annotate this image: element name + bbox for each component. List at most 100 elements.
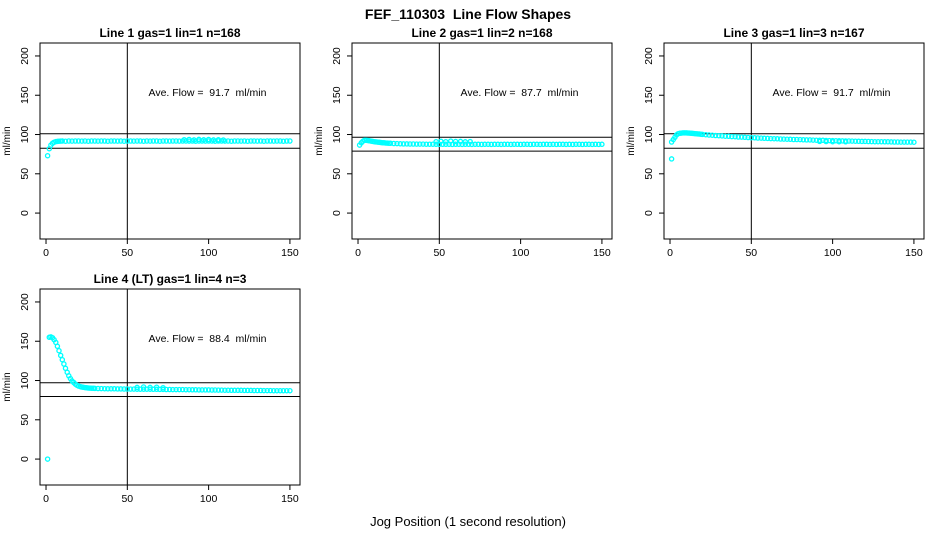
data-point	[807, 137, 813, 143]
data-point	[267, 387, 274, 394]
data-point	[550, 141, 556, 148]
y-axis-tick-label: 100	[643, 126, 655, 144]
data-point	[668, 156, 675, 162]
data-point	[280, 387, 287, 394]
data-point	[586, 141, 592, 148]
panel-title-line-3: Line 3 gas=1 lin=3 n=167	[723, 26, 865, 40]
x-axis-label: Jog Position (1 second resolution)	[370, 514, 566, 529]
data-point	[251, 387, 257, 394]
x-axis-tick-label: 0	[43, 247, 49, 259]
data-point	[400, 141, 407, 147]
data-point	[220, 137, 227, 143]
plot-box	[39, 42, 301, 240]
data-point	[264, 138, 270, 144]
data-point	[274, 138, 280, 144]
data-point	[111, 386, 118, 392]
data-point	[153, 384, 160, 390]
data-point	[44, 152, 51, 159]
data-point	[98, 385, 105, 392]
data-point	[69, 138, 75, 144]
data-point	[191, 137, 197, 143]
data-point	[748, 134, 755, 141]
data-point	[703, 131, 709, 138]
data-point	[183, 386, 189, 393]
plot-box	[663, 42, 925, 240]
panel-line-2: 0 50 100 150 0 50 100 150 200 ml/min Line 2 gas=1…	[312, 25, 624, 271]
data-point	[589, 141, 595, 148]
data-point	[836, 138, 842, 145]
panel-line-1: 0 50 100 150 0 50 100 150 200 ml/min Line 1 gas=1…	[0, 25, 312, 271]
data-point	[140, 384, 147, 390]
data-point	[160, 384, 166, 391]
data-point	[140, 386, 147, 392]
figure-title: FEF_110303 Line Flow Shapes	[364, 6, 572, 22]
data-point	[235, 138, 241, 144]
x-axis-tick-label: 100	[200, 247, 218, 259]
data-point	[176, 386, 183, 393]
data-point	[560, 141, 566, 148]
data-point	[147, 384, 153, 391]
data-point	[898, 139, 904, 145]
data-point	[846, 138, 852, 144]
data-point	[404, 141, 410, 147]
data-point	[543, 141, 550, 148]
data-point	[875, 138, 881, 145]
data-point	[88, 138, 95, 144]
data-point	[228, 387, 235, 394]
data-point	[264, 387, 270, 394]
data-point	[478, 141, 485, 148]
data-point	[92, 385, 98, 392]
data-point	[865, 138, 872, 145]
data-point	[186, 386, 192, 393]
data-point	[849, 138, 855, 144]
data-point	[44, 456, 51, 462]
y-axis-tick-label: 200	[19, 293, 31, 311]
data-point	[709, 132, 716, 138]
data-point	[758, 135, 764, 141]
data-point	[511, 141, 517, 148]
data-point	[105, 138, 111, 144]
data-point	[524, 141, 530, 148]
data-point	[855, 138, 862, 145]
data-point	[816, 138, 823, 145]
x-axis-tick-label: 150	[905, 247, 923, 259]
data-point	[121, 386, 127, 392]
data-point	[54, 343, 61, 350]
data-point	[566, 141, 573, 148]
data-point	[839, 138, 846, 144]
y-axis-tick-label: 150	[19, 332, 31, 350]
data-point	[277, 138, 283, 144]
data-point	[280, 138, 287, 144]
data-point	[498, 141, 504, 148]
data-point	[270, 138, 277, 144]
data-point	[556, 141, 563, 148]
ave-flow-annotation-line-4: Ave. Flow = 88.4 ml/min	[148, 333, 267, 345]
data-point	[215, 387, 222, 393]
data-point	[108, 138, 114, 144]
data-point	[410, 141, 417, 147]
data-point	[166, 138, 173, 144]
data-point	[157, 138, 163, 144]
panel-title-line-2: Line 2 gas=1 lin=2 n=168	[411, 26, 553, 40]
data-point	[261, 387, 267, 394]
data-point	[781, 136, 787, 142]
y-axis-tick-label: 200	[19, 47, 31, 65]
data-point	[173, 386, 179, 393]
data-point	[287, 138, 293, 144]
data-point	[413, 141, 420, 147]
data-point	[218, 387, 225, 393]
data-point	[447, 138, 454, 144]
data-point	[59, 356, 66, 363]
y-axis-tick-label: 200	[331, 47, 343, 65]
data-point	[530, 141, 537, 148]
data-point	[438, 138, 444, 145]
data-point	[147, 386, 153, 392]
panel-title-line-4: Line 4 (LT) gas=1 lin=4 n=3	[93, 272, 247, 286]
data-point	[911, 139, 917, 145]
y-axis-tick-label: 50	[331, 168, 343, 180]
data-point	[215, 136, 222, 143]
data-point	[517, 141, 524, 148]
data-point	[257, 387, 264, 394]
data-point	[153, 386, 160, 393]
data-point	[222, 387, 228, 393]
